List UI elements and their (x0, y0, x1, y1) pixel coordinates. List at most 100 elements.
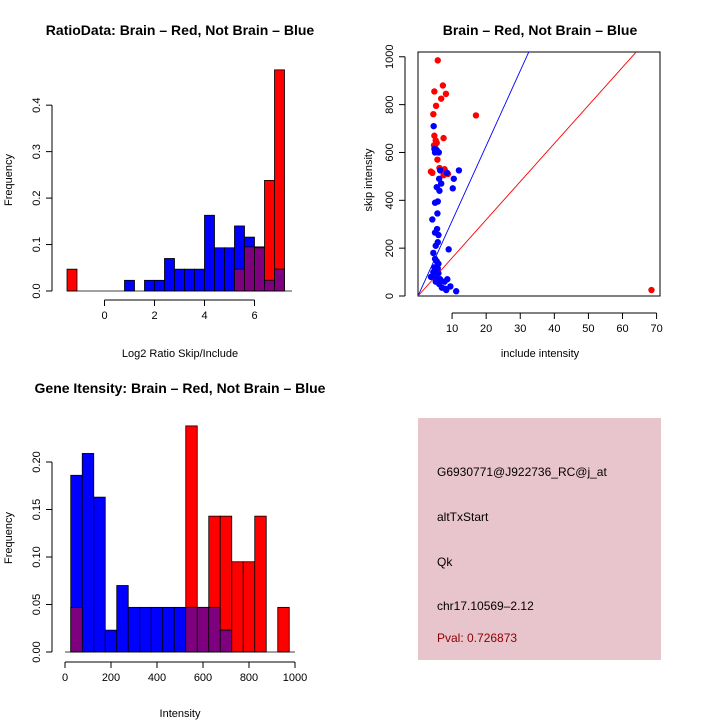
x-tick-label: 2 (151, 310, 157, 322)
notbrain-bar (93, 496, 106, 653)
x-tick-label: 50 (582, 323, 594, 335)
notbrain-bar (184, 268, 195, 292)
y-axis-label: skip intensity (363, 148, 375, 211)
x-tick-label: 200 (102, 672, 120, 684)
notbrain-point (449, 185, 456, 192)
y-tick-label: 200 (384, 239, 396, 257)
notbrain-point (441, 278, 448, 285)
x-tick-label: 0 (101, 310, 107, 322)
notbrain-point (431, 199, 439, 206)
y-axis-label: Frequency (3, 154, 15, 206)
notbrain-point (455, 167, 463, 174)
notbrain-bar (116, 585, 129, 653)
x-tick-label: 20 (480, 323, 492, 335)
notbrain-bar (164, 258, 175, 292)
chart-title: Brain – Red, Not Brain – Blue (443, 22, 638, 38)
notbrain-point (436, 167, 444, 174)
brain-bar (254, 515, 267, 653)
gene-name: Qk (437, 555, 453, 569)
brain-point (432, 102, 440, 110)
brain-point (434, 156, 441, 163)
y-tick-label: 0.1 (31, 237, 43, 252)
brain-bar (242, 561, 256, 653)
y-tick-label: 0.4 (31, 98, 43, 113)
notbrain-bar (194, 268, 205, 292)
notbrain-point (432, 242, 439, 249)
x-tick-label: 400 (148, 672, 166, 684)
y-tick-label: 0.15 (31, 499, 43, 520)
brain-bar (231, 561, 244, 653)
notbrain-point (445, 246, 452, 253)
brain-bar (66, 268, 78, 292)
blue-line (418, 52, 530, 296)
y-tick-label: 0.0 (31, 283, 43, 298)
y-tick-label: 0 (384, 293, 396, 299)
notbrain-point (443, 286, 450, 294)
notbrain-bar (124, 279, 135, 292)
x-tick-label: 1000 (283, 672, 307, 684)
x-tick-label: 600 (194, 672, 212, 684)
y-tick-label: 0.3 (31, 144, 43, 159)
y-tick-label: 600 (384, 143, 396, 161)
x-tick-label: 60 (616, 323, 628, 335)
notbrain-bar (154, 279, 165, 292)
brain-point (431, 88, 438, 95)
brain-bar (185, 425, 198, 608)
overlap-bar (264, 279, 275, 292)
overlap-bar (70, 606, 83, 653)
notbrain-bar (224, 247, 235, 292)
x-axis-label: include intensity (501, 348, 580, 360)
notbrain-bar (127, 606, 141, 653)
brain-point (437, 95, 445, 102)
notbrain-bar (150, 606, 164, 653)
x-tick-label: 6 (251, 310, 257, 322)
notbrain-point (436, 187, 443, 194)
notbrain-point (430, 249, 437, 257)
y-tick-label: 0.00 (31, 641, 43, 662)
y-tick-label: 0.20 (31, 451, 43, 472)
notbrain-point (435, 231, 442, 239)
chart-title: RatioData: Brain – Red, Not Brain – Blue (46, 22, 315, 38)
brain-bar (277, 606, 290, 653)
red-line (418, 52, 637, 296)
notbrain-point (429, 216, 436, 223)
overlap-bar (208, 606, 221, 653)
y-tick-label: 0.10 (31, 546, 43, 567)
plot-frame (417, 51, 661, 297)
y-tick-label: 0.05 (31, 594, 43, 615)
intensity-scatter: Brain – Red, Not Brain – Blue 10 20 30 40 50 6… (363, 22, 663, 360)
brain-bar (208, 515, 221, 608)
genomic-location: chr17.10569–2.12 (437, 599, 534, 613)
brain-point (430, 110, 437, 118)
ratio-histogram: RatioData: Brain – Red, Not Brain – Blue… (3, 22, 314, 360)
brain-point (472, 112, 480, 119)
gene-intensity-histogram: Gene Itensity: Brain – Red, Not Brain – … (3, 380, 326, 720)
x-tick-label: 30 (514, 323, 526, 335)
overlap-bar (219, 629, 233, 653)
x-tick-label: 800 (240, 672, 258, 684)
info-panel: G6930771@J922736_RC@j_at altTxStart Qk c… (418, 418, 661, 660)
notbrain-point (435, 175, 443, 182)
brain-point (440, 134, 447, 142)
notbrain-bar (104, 629, 118, 653)
overlap-bar (274, 268, 285, 292)
brain-bar (219, 515, 233, 631)
y-tick-label: 800 (384, 95, 396, 113)
overlap-bar (196, 606, 210, 653)
probe-id: G6930771@J922736_RC@j_at (437, 465, 607, 479)
brain-point (434, 57, 441, 64)
brain-point (648, 286, 655, 294)
y-tick-label: 400 (384, 191, 396, 209)
notbrain-bar (162, 606, 175, 653)
x-axis-label: Log2 Ratio Skip/Include (122, 348, 238, 360)
notbrain-point (435, 149, 442, 156)
notbrain-bar (144, 279, 155, 292)
x-tick-label: 4 (201, 310, 207, 322)
x-tick-label: 40 (548, 323, 560, 335)
overlap-bar (254, 247, 265, 292)
notbrain-bar (139, 606, 152, 653)
overlap-bar (244, 246, 255, 292)
info-box-background (418, 418, 661, 660)
brain-point (429, 169, 436, 177)
y-tick-label: 1000 (384, 45, 396, 69)
